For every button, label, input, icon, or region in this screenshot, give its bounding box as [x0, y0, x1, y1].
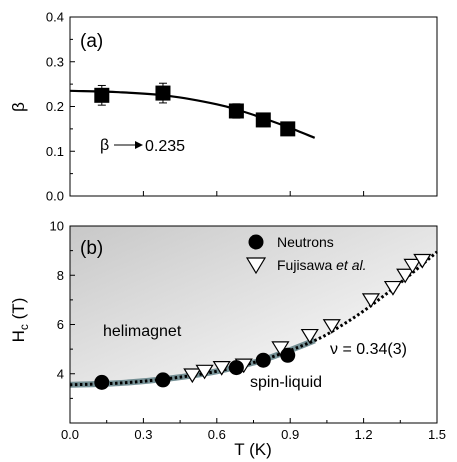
data-point-circle [255, 352, 271, 368]
helimagnet-label: helimagnet [103, 323, 182, 340]
data-point-triangle [403, 258, 422, 274]
nu-annotation: ν = 0.34(3) [330, 341, 407, 358]
legend: Neutrons Fujisawa et al. [245, 234, 367, 275]
data-point-triangle [271, 341, 290, 357]
panel-b-ticks: 4 6 8 10 0.0 0.3 0.6 0.9 1.2 1.5 [50, 219, 447, 443]
x-tick-label: 0.9 [281, 427, 299, 442]
neutron-points [94, 347, 296, 390]
helimagnet-region-shading [70, 226, 437, 385]
legend-fujisawa-name: Fujisawa [277, 257, 336, 273]
panel-a-ylabel: β [9, 102, 28, 112]
data-point-circle [155, 372, 171, 388]
legend-neutrons-marker [248, 234, 264, 250]
legend-fujisawa-marker [245, 257, 267, 275]
y-tick-label: 0.3 [46, 54, 64, 69]
x-tick-label: 0.0 [61, 427, 79, 442]
panel-b: 4 6 8 10 0.0 0.3 0.6 0.9 1.2 1.5 (b) Hc (T) T (K)… [9, 219, 446, 460]
beta-annotation: β 0.235 [100, 137, 185, 155]
legend-neutrons-label: Neutrons [277, 234, 334, 250]
panel-a-ticks: 0.0 0.1 0.2 0.3 0.4 [46, 10, 438, 204]
data-point-triangle [383, 280, 403, 296]
y-tick-label: 0.4 [46, 10, 64, 25]
panel-a-data-points [94, 82, 296, 137]
panel-a-frame [69, 16, 438, 197]
y-tick-label: 0.2 [46, 99, 64, 114]
data-point-square [280, 121, 296, 137]
ylabel-unit: (T) [9, 298, 28, 324]
beta-annotation-value: 0.235 [145, 138, 185, 155]
x-tick-label: 1.5 [428, 427, 446, 442]
beta-annotation-symbol: β [100, 137, 109, 154]
y-tick-label: 0.0 [46, 189, 64, 204]
data-point-circle [228, 360, 244, 376]
panel-b-label: (b) [80, 238, 103, 259]
y-tick-label: 10 [50, 219, 64, 234]
panel-a-label: (a) [80, 31, 103, 52]
data-point-triangle [413, 253, 432, 269]
spin-liquid-label: spin-liquid [250, 374, 322, 391]
fujisawa-points [183, 253, 432, 384]
ylabel-symbol: H [9, 330, 28, 342]
data-point-square [255, 112, 271, 128]
beta-annotation-arrowhead [135, 141, 143, 149]
ylabel-subscript: c [17, 324, 31, 330]
data-point-triangle [195, 364, 214, 380]
data-point-triangle [212, 360, 231, 376]
data-point-triangle [361, 293, 381, 309]
y-tick-label: 0.1 [46, 144, 64, 159]
x-tick-label: 0.3 [134, 427, 152, 442]
data-point-square [155, 85, 171, 101]
data-point-circle [94, 374, 110, 390]
nu-value: = 0.34(3) [338, 341, 407, 358]
data-point-triangle [300, 328, 319, 344]
x-tick-label: 1.2 [355, 427, 373, 442]
data-point-triangle [396, 268, 415, 284]
data-point-square [94, 87, 110, 103]
y-tick-label: 6 [57, 317, 64, 332]
nu-symbol: ν [330, 341, 338, 358]
data-point-triangle [183, 368, 202, 384]
data-point-circle [280, 347, 296, 363]
legend-fujisawa-etal: et al. [336, 257, 366, 273]
y-tick-label: 8 [57, 268, 64, 283]
y-tick-label: 4 [57, 366, 64, 381]
panel-b-ylabel: Hc (T) [9, 298, 31, 343]
panel-b-xlabel: T (K) [234, 440, 271, 459]
data-point-triangle [322, 319, 341, 334]
x-tick-label: 0.6 [208, 427, 226, 442]
panel-a: 0.0 0.1 0.2 0.3 0.4 (a) β β 0.235 [9, 10, 438, 204]
data-point-square [228, 103, 244, 119]
legend-fujisawa-label: Fujisawa et al. [277, 257, 367, 273]
